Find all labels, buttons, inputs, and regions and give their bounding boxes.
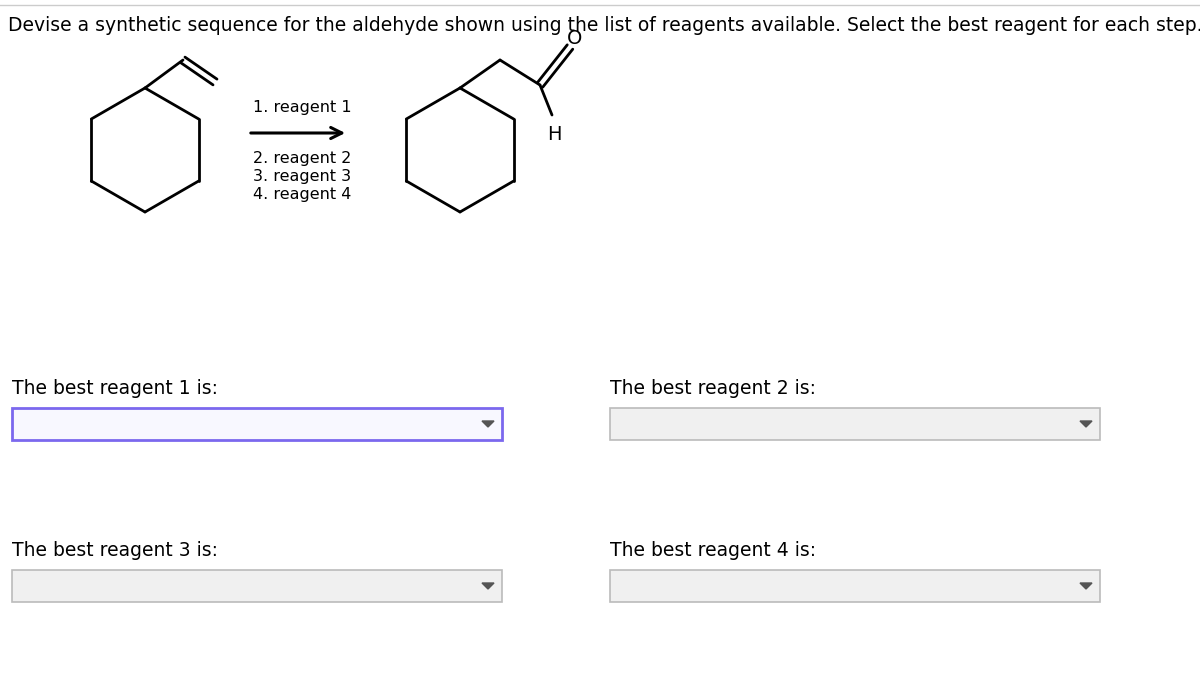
- FancyBboxPatch shape: [610, 408, 1100, 440]
- Text: The best reagent 4 is:: The best reagent 4 is:: [610, 540, 816, 560]
- Text: H: H: [547, 125, 562, 144]
- Text: The best reagent 2 is:: The best reagent 2 is:: [610, 378, 816, 397]
- FancyBboxPatch shape: [610, 570, 1100, 602]
- FancyBboxPatch shape: [12, 408, 502, 440]
- Text: The best reagent 1 is:: The best reagent 1 is:: [12, 378, 218, 397]
- Polygon shape: [1080, 421, 1092, 427]
- Text: Devise a synthetic sequence for the aldehyde shown using the list of reagents av: Devise a synthetic sequence for the alde…: [8, 16, 1200, 35]
- Text: The best reagent 3 is:: The best reagent 3 is:: [12, 540, 218, 560]
- Text: 1. reagent 1: 1. reagent 1: [253, 100, 352, 115]
- Polygon shape: [482, 421, 494, 427]
- Polygon shape: [482, 583, 494, 589]
- Text: O: O: [568, 29, 583, 48]
- Text: 4. reagent 4: 4. reagent 4: [253, 187, 352, 202]
- Text: 2. reagent 2: 2. reagent 2: [253, 151, 352, 166]
- FancyBboxPatch shape: [12, 570, 502, 602]
- Polygon shape: [1080, 583, 1092, 589]
- Text: 3. reagent 3: 3. reagent 3: [253, 169, 352, 184]
